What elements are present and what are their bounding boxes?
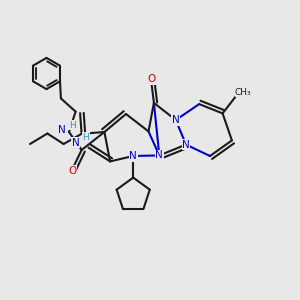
Text: N: N (129, 151, 137, 161)
Text: H: H (82, 133, 89, 142)
Text: O: O (68, 166, 77, 176)
Text: H: H (69, 121, 75, 130)
Text: O: O (147, 74, 156, 85)
Text: CH₃: CH₃ (235, 88, 252, 97)
Text: N: N (58, 125, 65, 136)
Text: N: N (155, 150, 163, 161)
Text: N: N (72, 137, 80, 148)
Text: N: N (172, 115, 180, 125)
Text: N: N (182, 140, 190, 150)
